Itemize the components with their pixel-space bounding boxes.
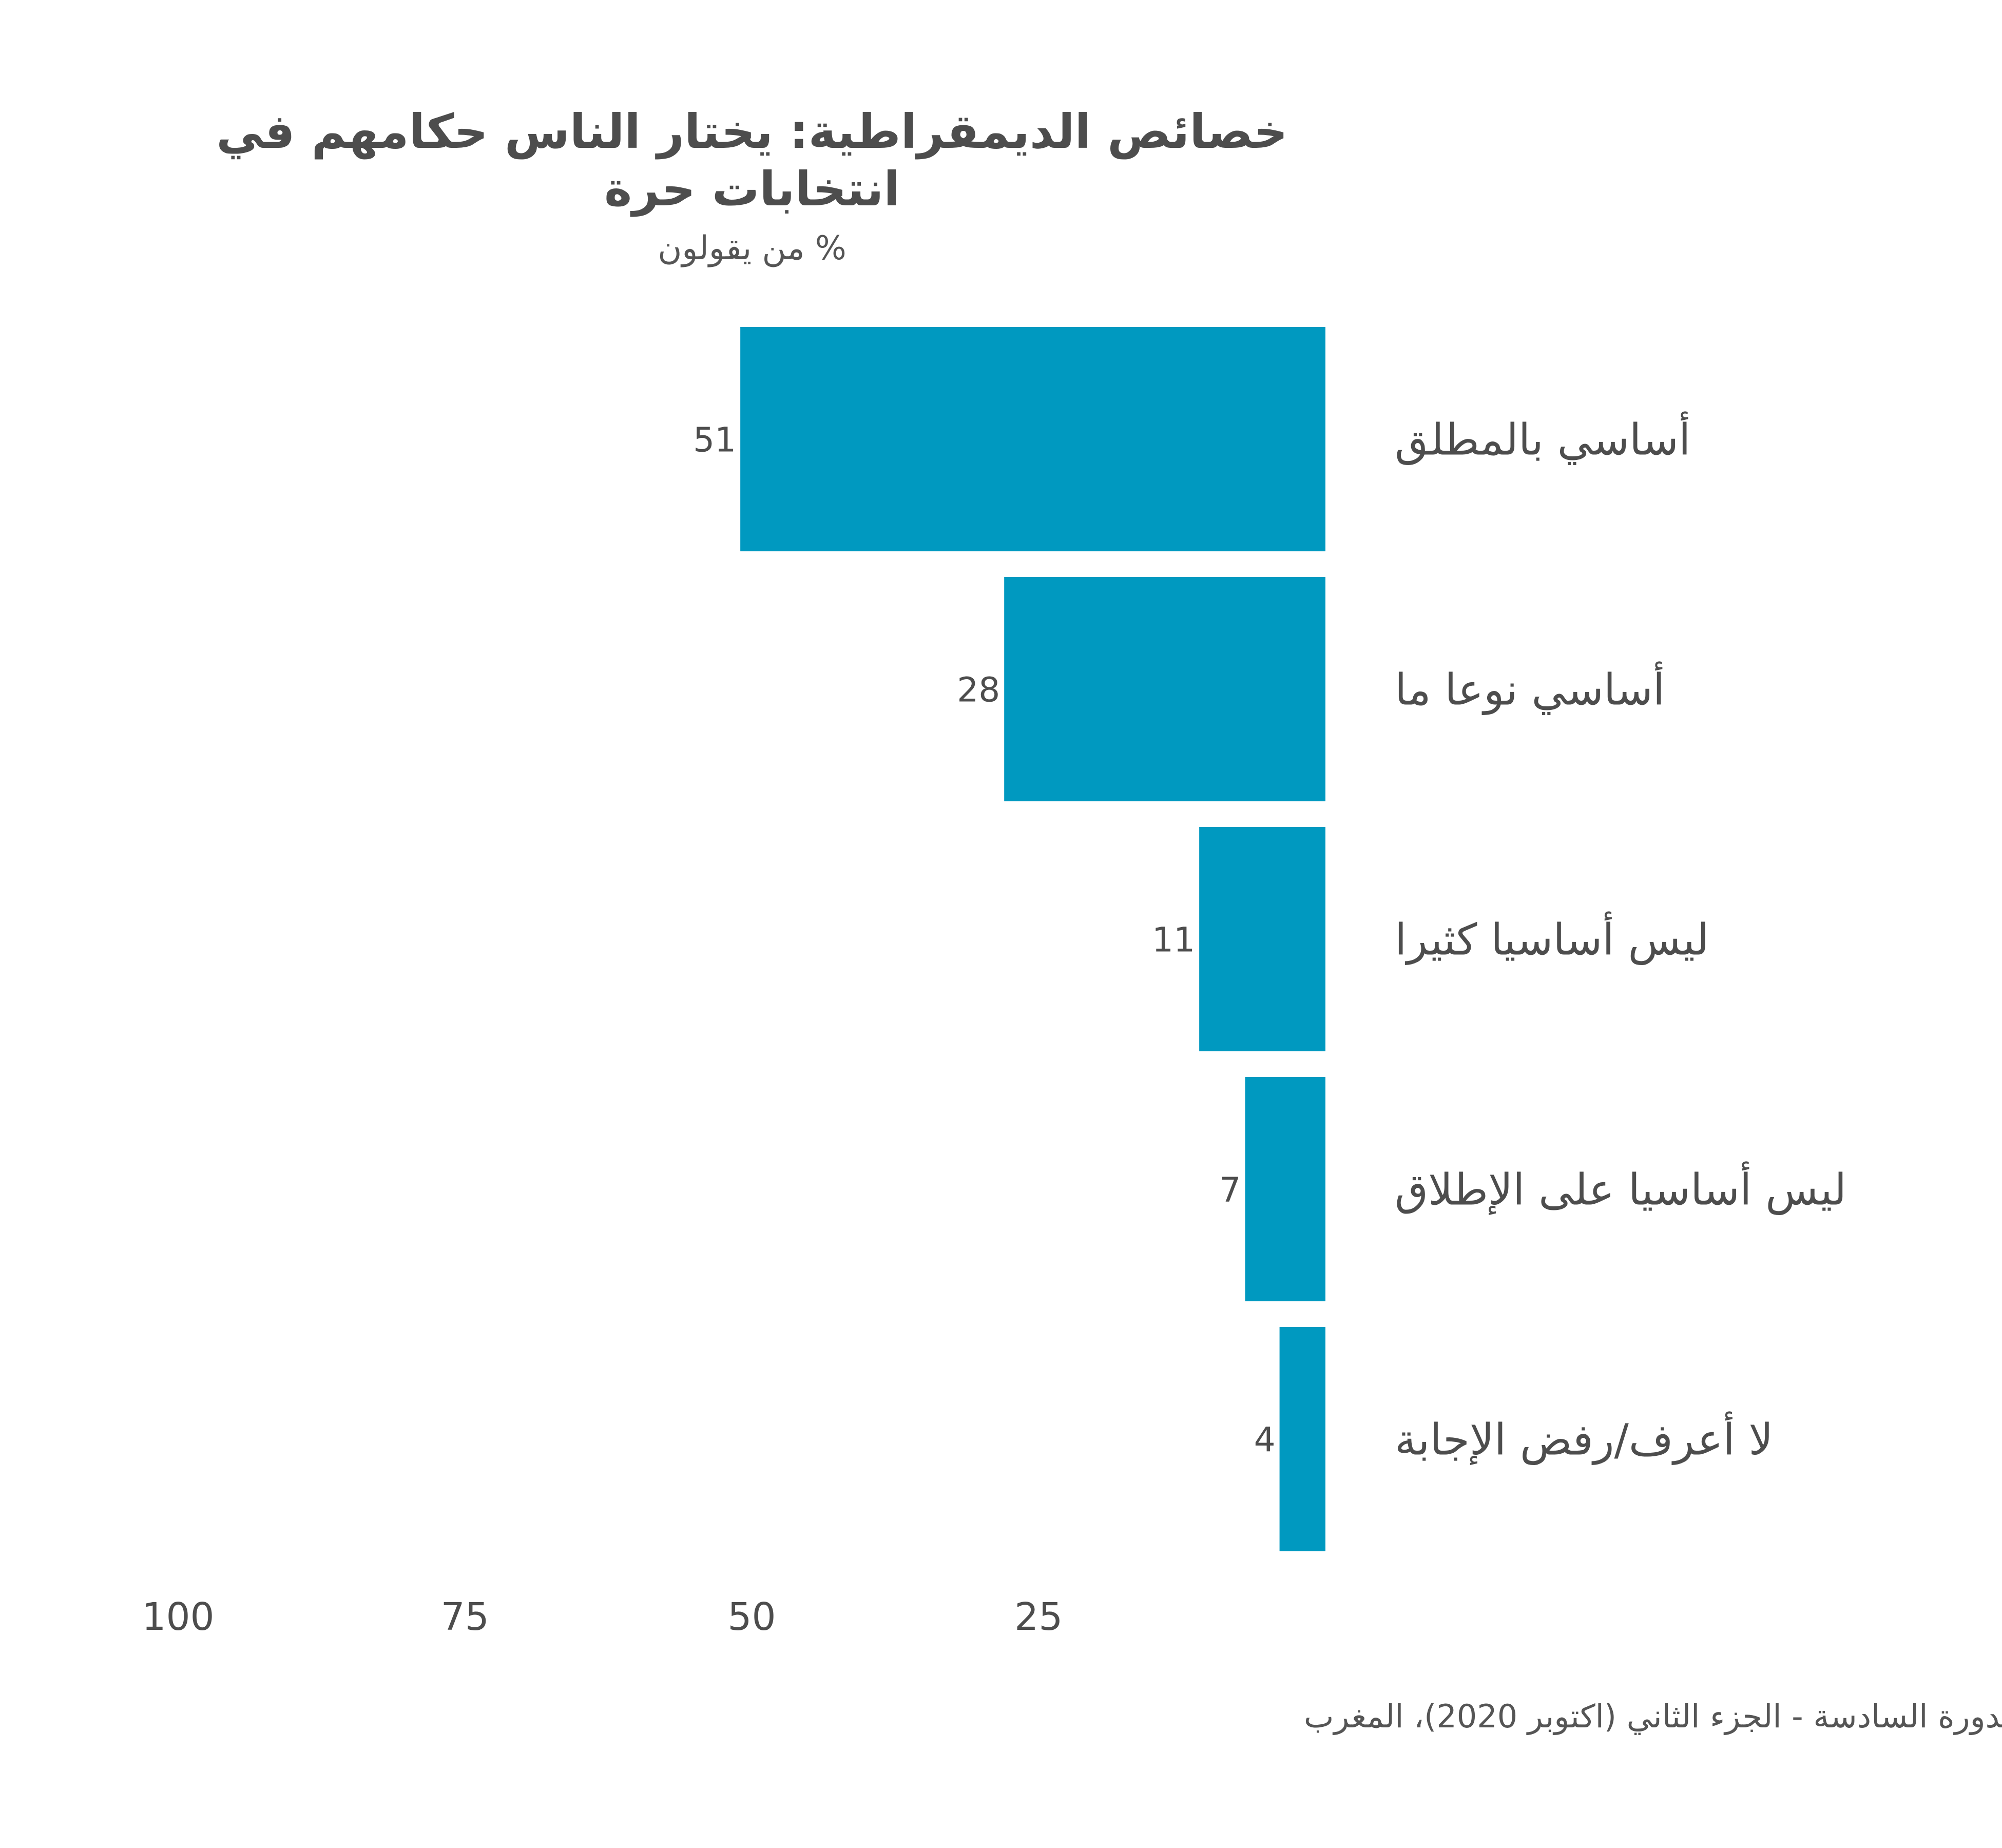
chart-subtitle: % من يقولون [658, 229, 846, 267]
value-label-3: 11 [1152, 920, 1195, 960]
x-tick-label-2: 75 [441, 1595, 489, 1639]
x-axis-ticks: 100 75 50 25 [142, 1595, 1063, 1639]
bar-3 [1199, 827, 1325, 1051]
value-label-1: 51 [693, 420, 736, 460]
x-tick-label-3: 50 [727, 1595, 776, 1639]
category-label-4: ليس أساسيا على الإطلاق [1395, 1162, 1846, 1216]
value-label-5: 4 [1254, 1420, 1276, 1460]
category-labels-group: أساسي بالمطلق أساسي نوعا ما ليس أساسيا كثي… [1395, 412, 1846, 1466]
bar-4 [1245, 1077, 1325, 1301]
category-label-1: أساسي بالمطلق [1395, 412, 1690, 466]
bars-group [740, 327, 1325, 1551]
x-tick-label-4: 25 [1014, 1595, 1063, 1639]
bar-2 [1004, 577, 1325, 801]
chart-title-line-2: انتخابات حرة [604, 162, 900, 217]
chart-title-line-1: خصائص الديمقراطية: يختار الناس حكامهم في [216, 104, 1287, 160]
category-label-3: ليس أساسيا كثيرا [1395, 912, 1709, 966]
source-caption: الباروميتر العربي، الدورة السادسة - الجز… [1304, 1698, 2002, 1735]
category-label-5: لا أعرف/رفض الإجابة [1395, 1412, 1773, 1466]
bar-1 [740, 327, 1325, 551]
value-label-2: 28 [957, 670, 1000, 710]
value-labels-group: 51 28 11 7 4 [693, 420, 1275, 1460]
bar-5 [1279, 1327, 1325, 1551]
category-label-2: أساسي نوعا ما [1395, 662, 1665, 716]
x-tick-label-1: 100 [142, 1595, 214, 1639]
value-label-4: 7 [1220, 1170, 1241, 1210]
